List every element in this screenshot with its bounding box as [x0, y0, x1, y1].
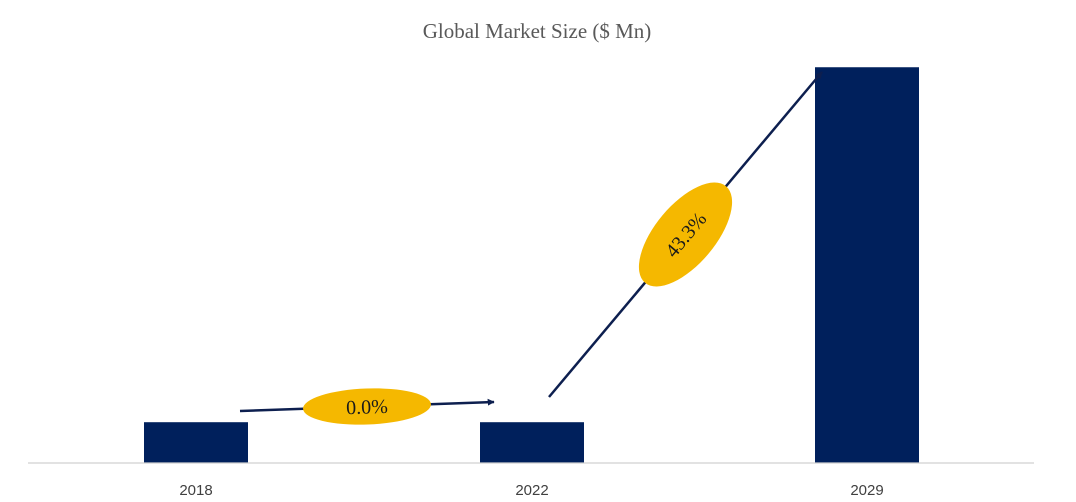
- cagr-badge-2018-2022: [303, 388, 431, 425]
- chart-title: Global Market Size ($ Mn): [423, 19, 652, 43]
- bar-2018: [144, 422, 248, 463]
- x-tick-label-2022: 2022: [515, 482, 548, 499]
- cagr-label-2018-2022: 0.0%: [346, 396, 388, 419]
- growth-annotations: 0.0%43.3%: [239, 71, 823, 425]
- x-tick-label-2029: 2029: [850, 482, 883, 499]
- cagr-badge-2022-2029: [638, 182, 733, 287]
- bar-2029: [815, 67, 919, 464]
- bar-2022: [480, 422, 584, 463]
- x-tick-label-2018: 2018: [179, 482, 212, 499]
- x-tick-labels: 2018 2022 2029: [179, 482, 883, 499]
- bars-layer: [144, 67, 919, 464]
